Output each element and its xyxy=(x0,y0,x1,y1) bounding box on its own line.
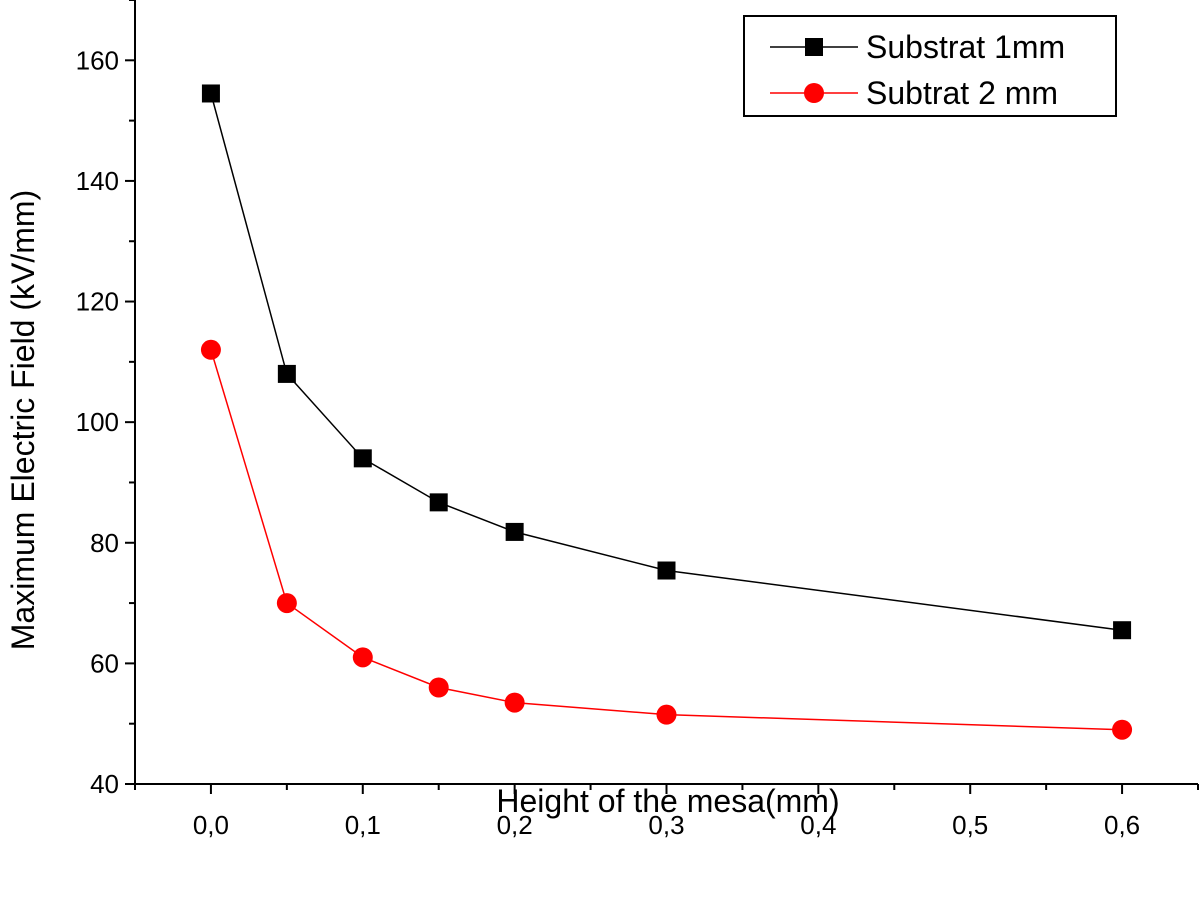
data-point-square xyxy=(429,493,448,512)
y-tick-label: 160 xyxy=(76,45,119,75)
y-tick-label: 80 xyxy=(90,528,119,558)
legend-marker-circle xyxy=(804,83,824,103)
data-point-square xyxy=(277,364,296,383)
data-point-square xyxy=(505,522,524,541)
x-tick-label: 0,1 xyxy=(345,810,381,840)
series-2 xyxy=(200,339,1133,740)
legend-frame xyxy=(743,15,1117,117)
x-tick-label: 0,4 xyxy=(800,810,836,840)
x-tick-label: 0,3 xyxy=(648,810,684,840)
data-point-circle xyxy=(276,593,297,614)
x-tick-label: 0,5 xyxy=(952,810,988,840)
data-point-circle xyxy=(504,692,525,713)
y-tick-label: 100 xyxy=(76,407,119,437)
data-point-square xyxy=(201,84,220,103)
data-point-circle xyxy=(200,339,221,360)
x-axis-title: Height of the mesa(mm) xyxy=(496,783,839,819)
y-tick-label: 120 xyxy=(76,287,119,317)
y-tick-label: 140 xyxy=(76,166,119,196)
data-point-circle xyxy=(352,647,373,668)
legend-label: Substrat 1mm xyxy=(866,29,1065,65)
legend-entry: Subtrat 2 mm xyxy=(770,75,1058,111)
axes: 40 60 80 100 120 140 160 0,0 0,1 0,2 0,3 0,4 0,5 0,6 xyxy=(76,0,1199,840)
legend: Substrat 1mm Subtrat 2 mm xyxy=(743,15,1117,117)
y-tick-label: 60 xyxy=(90,648,119,678)
series-line xyxy=(210,349,1123,731)
series-1 xyxy=(201,84,1132,640)
legend-label: Subtrat 2 mm xyxy=(866,75,1058,111)
data-point-circle xyxy=(656,704,677,725)
x-tick-label: 0,2 xyxy=(497,810,533,840)
data-point-square xyxy=(1113,621,1132,640)
x-tick-label: 0,0 xyxy=(193,810,229,840)
series-layer xyxy=(200,84,1133,740)
data-point-square xyxy=(353,449,372,468)
legend-marker-square xyxy=(805,38,823,56)
series-line xyxy=(210,93,1123,631)
x-tick-label: 0,6 xyxy=(1104,810,1140,840)
y-axis-title: Maximum Electric Field (kV/mm) xyxy=(5,190,41,650)
legend-entry: Substrat 1mm xyxy=(770,29,1065,65)
data-point-circle xyxy=(428,677,449,698)
data-point-circle xyxy=(1112,719,1133,740)
y-tick-label: 40 xyxy=(90,769,119,799)
data-point-square xyxy=(657,561,676,580)
